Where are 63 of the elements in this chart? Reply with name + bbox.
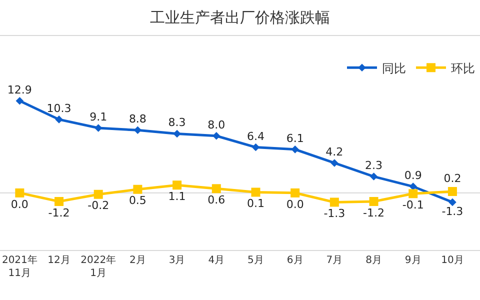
chart-title: 工业生产者出厂价格涨跌幅 — [150, 8, 330, 26]
point — [212, 132, 220, 140]
data-label: 0.9 — [404, 169, 422, 182]
x-tick-label: 2月 — [130, 255, 146, 266]
x-tick-label: 6月 — [286, 255, 304, 266]
data-label: -1.2 — [48, 206, 70, 220]
point — [251, 188, 260, 197]
legend-label: 环比 — [451, 61, 475, 76]
point — [16, 97, 24, 105]
point — [330, 198, 339, 207]
point — [290, 188, 300, 198]
point — [15, 188, 24, 198]
x-tick-label: 8月 — [366, 255, 382, 266]
x-tick-label: 7月 — [326, 255, 343, 266]
x-tick-label: 9月 — [404, 255, 422, 266]
data-label: -0.2 — [88, 199, 110, 212]
data-label: 9.1 — [90, 110, 108, 124]
point — [291, 146, 299, 154]
x-tick-label: 12月 — [48, 255, 70, 266]
point — [54, 196, 64, 206]
x-tick-label: 4月 — [208, 255, 225, 266]
x-tick-label: 2021年 11月 — [2, 254, 38, 279]
point — [94, 190, 103, 199]
data-label: 6.1 — [286, 132, 304, 145]
point — [134, 126, 142, 134]
x-tick-label: 2022年 1月 — [80, 254, 116, 279]
point — [173, 130, 181, 138]
point — [408, 189, 418, 198]
x-tick-label: 5月 — [248, 255, 264, 266]
point — [133, 184, 142, 194]
point — [212, 184, 221, 194]
data-label: 1.1 — [168, 190, 186, 203]
point — [252, 143, 260, 152]
data-label: 8.8 — [128, 112, 146, 126]
data-label: 8.3 — [168, 116, 186, 130]
point — [55, 116, 63, 124]
x-tick-label: 10月 — [441, 255, 464, 266]
data-label: -1.2 — [363, 206, 385, 220]
data-label: 12.9 — [7, 83, 32, 96]
data-label: -1.3 — [324, 207, 346, 220]
point — [370, 172, 378, 180]
data-label: 0.1 — [246, 197, 264, 210]
point — [409, 182, 418, 190]
point — [448, 198, 456, 206]
data-label: 0.0 — [10, 198, 28, 211]
data-label: 10.3 — [46, 102, 72, 115]
data-label: 2.3 — [365, 159, 383, 172]
data-label: 0.2 — [444, 172, 462, 186]
data-label: -1.3 — [442, 205, 464, 218]
point — [172, 180, 182, 190]
point — [448, 187, 457, 196]
data-label: 0.5 — [128, 194, 146, 208]
data-label: 0.6 — [208, 194, 226, 207]
data-label: 0.0 — [286, 198, 304, 211]
data-label: -0.1 — [402, 198, 424, 212]
point — [94, 124, 102, 132]
point — [369, 196, 378, 206]
x-tick-label: 3月 — [168, 255, 186, 266]
data-label: 6.4 — [246, 130, 264, 143]
data-label: 4.2 — [326, 145, 344, 158]
point — [330, 159, 338, 167]
legend-label: 同比 — [382, 61, 406, 76]
data-label: 8.0 — [208, 118, 226, 132]
